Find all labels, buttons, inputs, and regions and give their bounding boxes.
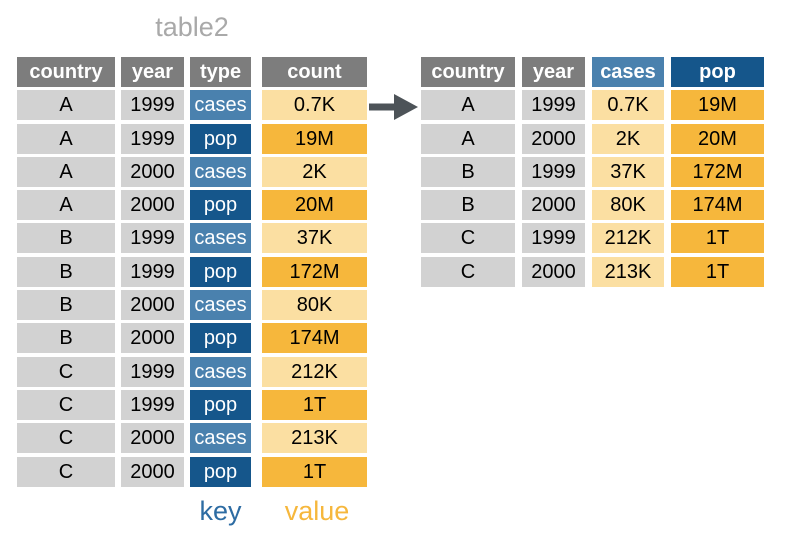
cell-country: A bbox=[17, 190, 115, 221]
cell-year: 2000 bbox=[121, 190, 184, 221]
cell-year: 2000 bbox=[121, 156, 184, 187]
cell-cases: 0.7K bbox=[592, 90, 664, 121]
header-cases: cases bbox=[592, 57, 664, 87]
transform-arrow-icon bbox=[366, 91, 422, 123]
cell-type: pop bbox=[190, 389, 251, 420]
cell-count: 1T bbox=[262, 456, 367, 487]
header-country: country bbox=[17, 57, 115, 87]
value-annotation: value bbox=[284, 496, 350, 526]
cell-count: 20M bbox=[262, 190, 367, 221]
cell-type: cases bbox=[190, 423, 251, 454]
header-type: type bbox=[190, 57, 251, 87]
cell-country: A bbox=[421, 90, 515, 121]
cell-count: 37K bbox=[262, 223, 367, 254]
header-year: year bbox=[522, 57, 585, 87]
cell-country: A bbox=[17, 156, 115, 187]
cell-pop: 172M bbox=[671, 156, 764, 187]
cell-year: 2000 bbox=[121, 456, 184, 487]
cell-type: pop bbox=[190, 456, 251, 487]
cell-country: C bbox=[17, 389, 115, 420]
cell-pop: 1T bbox=[671, 223, 764, 254]
cell-country: C bbox=[17, 456, 115, 487]
cell-year: 2000 bbox=[121, 323, 184, 354]
cell-pop: 19M bbox=[671, 90, 764, 121]
cell-country: A bbox=[421, 123, 515, 154]
cell-country: B bbox=[421, 156, 515, 187]
cell-count: 174M bbox=[262, 323, 367, 354]
cell-country: C bbox=[421, 256, 515, 287]
cell-country: B bbox=[17, 323, 115, 354]
cell-country: B bbox=[17, 290, 115, 321]
cell-cases: 2K bbox=[592, 123, 664, 154]
cell-year: 1999 bbox=[522, 223, 585, 254]
cell-count: 213K bbox=[262, 423, 367, 454]
cell-year: 1999 bbox=[522, 156, 585, 187]
cell-year: 1999 bbox=[121, 389, 184, 420]
header-year: year bbox=[121, 57, 184, 87]
cell-count: 172M bbox=[262, 256, 367, 287]
cell-count: 2K bbox=[262, 156, 367, 187]
right-table: country year cases pop A 1999 0.7K 19M A… bbox=[421, 57, 764, 287]
cell-year: 2000 bbox=[121, 423, 184, 454]
cell-type: cases bbox=[190, 290, 251, 321]
cell-year: 2000 bbox=[522, 123, 585, 154]
cell-year: 1999 bbox=[522, 90, 585, 121]
cell-count: 212K bbox=[262, 356, 367, 387]
cell-type: cases bbox=[190, 356, 251, 387]
cell-count: 0.7K bbox=[262, 90, 367, 121]
cell-country: B bbox=[17, 256, 115, 287]
cell-type: cases bbox=[190, 223, 251, 254]
cell-country: B bbox=[17, 223, 115, 254]
header-pop: pop bbox=[671, 57, 764, 87]
cell-cases: 80K bbox=[592, 190, 664, 221]
cell-country: C bbox=[17, 356, 115, 387]
cell-pop: 1T bbox=[671, 256, 764, 287]
cell-cases: 213K bbox=[592, 256, 664, 287]
cell-type: cases bbox=[190, 156, 251, 187]
cell-year: 2000 bbox=[522, 190, 585, 221]
cell-year: 1999 bbox=[121, 123, 184, 154]
cell-type: cases bbox=[190, 90, 251, 121]
cell-year: 1999 bbox=[121, 356, 184, 387]
cell-cases: 37K bbox=[592, 156, 664, 187]
cell-country: A bbox=[17, 90, 115, 121]
cell-type: pop bbox=[190, 123, 251, 154]
left-table: country year type count A 1999 cases 0.7… bbox=[17, 57, 367, 487]
key-annotation: key bbox=[199, 496, 242, 526]
cell-country: A bbox=[17, 123, 115, 154]
cell-type: pop bbox=[190, 323, 251, 354]
cell-pop: 174M bbox=[671, 190, 764, 221]
cell-year: 2000 bbox=[121, 290, 184, 321]
cell-cases: 212K bbox=[592, 223, 664, 254]
cell-country: B bbox=[421, 190, 515, 221]
header-country: country bbox=[421, 57, 515, 87]
cell-year: 2000 bbox=[522, 256, 585, 287]
cell-year: 1999 bbox=[121, 90, 184, 121]
cell-country: C bbox=[421, 223, 515, 254]
cell-count: 19M bbox=[262, 123, 367, 154]
cell-year: 1999 bbox=[121, 223, 184, 254]
cell-count: 1T bbox=[262, 389, 367, 420]
cell-type: pop bbox=[190, 190, 251, 221]
cell-pop: 20M bbox=[671, 123, 764, 154]
header-count: count bbox=[262, 57, 367, 87]
cell-country: C bbox=[17, 423, 115, 454]
cell-count: 80K bbox=[262, 290, 367, 321]
left-table-title: table2 bbox=[155, 12, 229, 42]
cell-type: pop bbox=[190, 256, 251, 287]
cell-year: 1999 bbox=[121, 256, 184, 287]
